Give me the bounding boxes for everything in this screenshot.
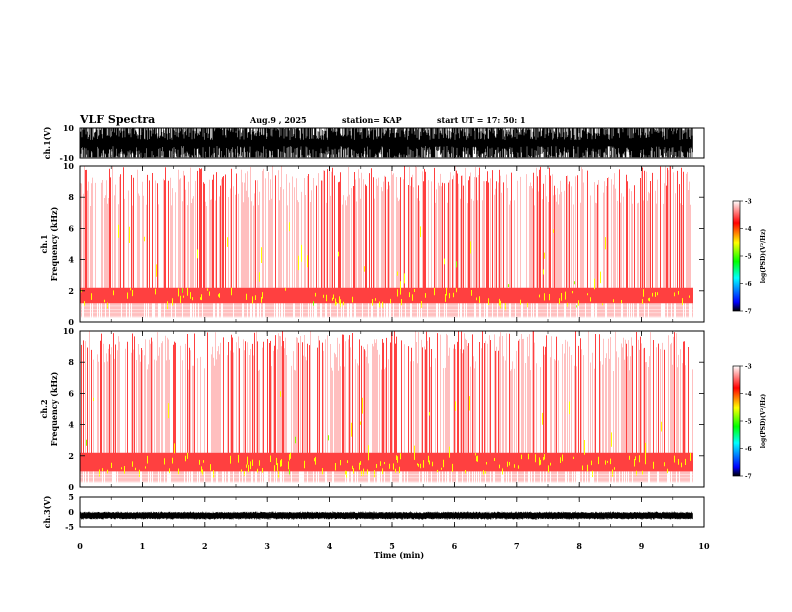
ch1-spectrogram-image xyxy=(80,166,693,320)
time-tick-label-2: 2 xyxy=(202,541,208,551)
cb1-tick-label-4: -7 xyxy=(745,309,752,316)
colorbar-ch2-label: log(PSD)(V²/Hz) xyxy=(760,394,767,449)
spec1-green-speckles xyxy=(182,261,577,308)
ch1-spectrogram-ylabel-freq: Frequency (kHz) xyxy=(49,206,59,281)
time-tick-label-1: 1 xyxy=(140,541,146,551)
figure-title: VLF Spectra xyxy=(79,113,155,126)
wave1-path xyxy=(80,128,693,158)
ch1-waveform-ylabel: ch.1(V) xyxy=(42,126,52,159)
colorbar-ch1: -3 -4 -5 -6 -7 log(PSD)(V²/Hz) xyxy=(732,199,767,316)
spec2-yellow-speckles xyxy=(93,391,691,479)
ch3-waveform-ylabel: ch.3(V) xyxy=(42,495,52,528)
spec2-ytick-label-0: 0 xyxy=(68,482,74,492)
ch2-spectrogram-ylabel-channel: ch.2 xyxy=(39,399,49,418)
time-tick-label-5: 5 xyxy=(389,541,395,551)
spec2-ytick-label-5: 10 xyxy=(63,326,75,336)
colorbar-ch1-gradient xyxy=(732,200,741,312)
ch2-freq-ticks: 0 2 4 6 8 10 xyxy=(63,326,704,492)
ch1-waveform-panel: 10 -10 ch.1(V) xyxy=(42,123,705,163)
ch3-waveform-trace xyxy=(80,511,693,520)
station-label: station= KAP xyxy=(342,115,402,125)
start-time-label: start UT = 17: 50: 1 xyxy=(437,115,526,125)
spec2-green-speckles xyxy=(86,435,329,476)
ch1-spectrogram-panel: 0 2 4 6 8 10 ch.1 Frequency (kHz) xyxy=(39,161,705,327)
time-axis-label: Time (min) xyxy=(374,550,424,560)
ch3-waveform-panel: 5 0 -5 ch.3(V) xyxy=(42,492,705,532)
ch2-spectrogram-ylabel-freq: Frequency (kHz) xyxy=(49,371,59,446)
spec1-ytick-label-2: 4 xyxy=(68,255,74,265)
spec1-ytick-label-4: 8 xyxy=(68,192,74,202)
cb1-tick-label-2: -5 xyxy=(745,254,752,261)
spec1-hlines xyxy=(80,305,693,320)
time-axis-ticks: 0 1 2 3 4 5 6 7 8 9 10 xyxy=(77,128,710,551)
colorbar-ch1-label: log(PSD)(V²/Hz) xyxy=(760,229,767,284)
time-tick-label-10: 10 xyxy=(698,541,710,551)
cb2-tick-label-0: -3 xyxy=(745,364,752,371)
colorbar-ch2-ticks: -3 -4 -5 -6 -7 xyxy=(740,364,752,481)
colorbar-ch2-gradient xyxy=(732,365,741,477)
time-tick-label-7: 7 xyxy=(514,541,520,551)
spec2-ytick-label-2: 4 xyxy=(68,420,74,430)
time-tick-label-6: 6 xyxy=(452,541,458,551)
ch1-ytick-top: 10 xyxy=(63,123,75,133)
time-tick-label-9: 9 xyxy=(639,541,645,551)
date-label: Aug.9 , 2025 xyxy=(249,115,307,125)
ch1-waveform-trace xyxy=(80,128,693,158)
spec2-ytick-label-3: 6 xyxy=(68,388,74,398)
cb2-tick-label-4: -7 xyxy=(745,474,752,481)
spec1-ytick-label-3: 6 xyxy=(68,223,74,233)
spec2-hlines xyxy=(80,474,693,485)
ch1-spectrogram-ylabel-channel: ch.1 xyxy=(39,234,49,253)
spec2-ytick-label-4: 8 xyxy=(68,357,74,367)
ch1-ytick-bottom: -10 xyxy=(60,153,75,163)
time-tick-label-3: 3 xyxy=(264,541,270,551)
spec1-ytick-label-1: 2 xyxy=(68,286,74,296)
time-tick-label-4: 4 xyxy=(327,541,333,551)
cb1-tick-label-1: -4 xyxy=(745,226,752,233)
ch3-ytick-mid: 0 xyxy=(68,507,74,517)
wave3-path xyxy=(80,511,693,520)
ch1-freq-ticks: 0 2 4 6 8 10 xyxy=(63,161,704,327)
cb1-tick-label-0: -3 xyxy=(745,199,752,206)
cb2-tick-label-3: -6 xyxy=(745,446,752,453)
cb1-tick-label-3: -6 xyxy=(745,281,752,288)
cb2-tick-label-1: -4 xyxy=(745,391,752,398)
ch3-ytick-bottom: -5 xyxy=(65,522,74,532)
ch3-ytick-top: 5 xyxy=(68,492,74,502)
colorbar-ch1-ticks: -3 -4 -5 -6 -7 xyxy=(740,199,752,316)
spec2-ytick-label-1: 2 xyxy=(68,451,74,461)
cb2-tick-label-2: -5 xyxy=(745,419,752,426)
spec1-ytick-label-0: 0 xyxy=(68,317,74,327)
time-tick-label-0: 0 xyxy=(77,541,83,551)
time-tick-label-8: 8 xyxy=(576,541,582,551)
colorbar-ch2: -3 -4 -5 -6 -7 log(PSD)(V²/Hz) xyxy=(732,364,767,481)
spec1-ytick-label-5: 10 xyxy=(63,161,75,171)
ch2-spectrogram-panel: 0 2 4 6 8 10 ch.2 Frequency (kHz) xyxy=(39,326,705,492)
